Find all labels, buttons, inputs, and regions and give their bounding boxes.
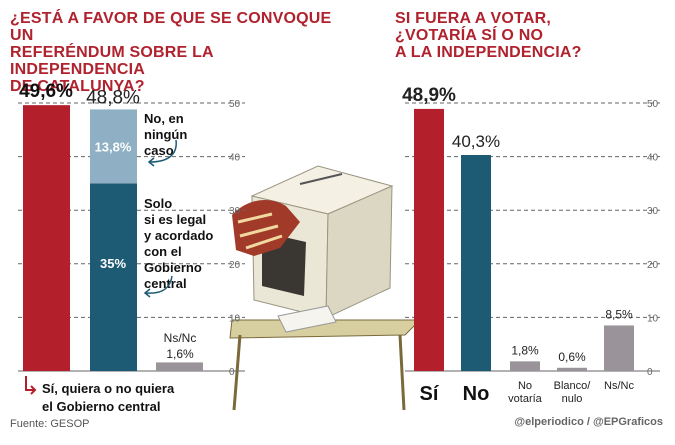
bar-si-quiera: [23, 105, 70, 372]
bar-label-1-6: 1,6%: [166, 347, 194, 361]
right-chart: 0 10 20 30 40 50 48,9% Sí 40,3% No 1,8% No votaría 0,…: [402, 85, 660, 405]
arrowhead-no-ningun: [147, 157, 155, 167]
arrowhead-solo-legal: [143, 288, 151, 298]
bar-right-2: [510, 361, 540, 371]
right-tick-label: 10: [647, 313, 659, 324]
category-right-1: No: [463, 383, 490, 405]
right-tick-label: 0: [647, 367, 653, 378]
left-chart-title: ¿ESTÁ A FAVOR DE QUE SE CONVOQUE UN REFE…: [10, 10, 332, 95]
right-tick-label: 50: [647, 99, 659, 110]
annotation-no-ningun: No, en ningún caso: [144, 111, 187, 158]
category-right-0: Sí: [420, 383, 440, 405]
annotation-arrow: [25, 376, 34, 391]
bar-label-49-6: 49,6%: [19, 81, 73, 102]
credit-text: @elperiodico / @EPGraficos: [514, 416, 663, 428]
arrow-solo-legal: [145, 275, 173, 294]
right-tick-label: 20: [647, 260, 659, 271]
annotation-solo-legal: Solo si es legal y acordado con el Gobierno c…: [144, 196, 213, 291]
bar-right-4: [604, 325, 634, 371]
arrow-no-ningun: [149, 139, 177, 163]
left-tick-label: 20: [229, 260, 241, 271]
left-chart: 0 10 20 30 40 50 49,6% Sí, quiera o no quiera el…: [18, 81, 245, 414]
value-label-right-2: 1,8%: [511, 343, 539, 357]
bar-right-3: [557, 367, 587, 371]
bar-segment-no: [90, 109, 137, 184]
category-right-4: Ns/Nc: [604, 380, 634, 392]
bar-label-48-8: 48,8%: [86, 87, 140, 108]
left-tick-label: 40: [229, 153, 241, 164]
bar-right-0: [414, 108, 444, 372]
ballot-box-illustration: [229, 165, 422, 411]
bar-right-1: [461, 154, 491, 371]
right-tick-label: 40: [647, 153, 659, 164]
segment-label-13-8: 13,8%: [95, 139, 132, 154]
right-tick-label: 30: [647, 206, 659, 217]
category-right-2: No votaría: [508, 380, 543, 405]
left-tick-label: 50: [229, 99, 241, 110]
source-text: Fuente: GESOP: [10, 418, 90, 430]
annotation-si-quiera: Sí, quiera o no quiera el Gobierno centra…: [42, 381, 175, 414]
left-tick-label: 30: [229, 206, 241, 217]
category-right-3: Blanco/nulo: [554, 380, 592, 405]
value-label-right-4: 8,5%: [605, 307, 633, 321]
segment-label-35: 35%: [100, 256, 126, 271]
left-tick-label: 0: [229, 367, 235, 378]
right-chart-title: SI FUERA A VOTAR, ¿VOTARÍA SÍ O NO A LA …: [395, 10, 582, 61]
value-label-right-1: 40,3%: [452, 132, 500, 151]
annotation-arrowhead: [30, 385, 37, 395]
value-label-right-3: 0,6%: [558, 350, 586, 364]
bar-segment-legal: [90, 183, 137, 371]
category-ns-nc-left: Ns/Nc: [164, 331, 197, 345]
bar-ns-nc-left: [156, 362, 203, 371]
value-label-right-0: 48,9%: [402, 85, 456, 106]
left-tick-label: 10: [229, 313, 241, 324]
